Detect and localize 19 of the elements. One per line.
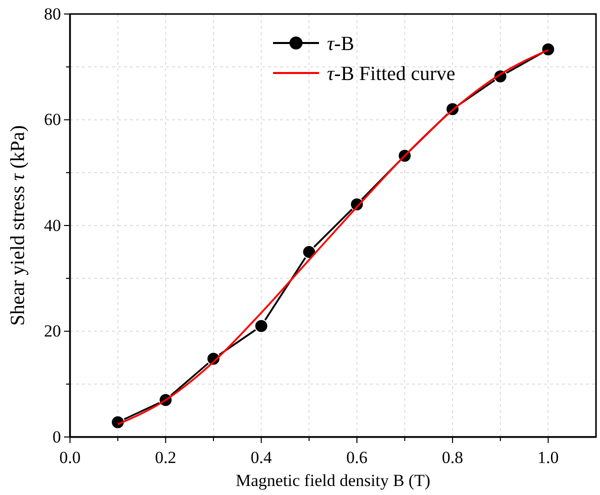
legend-label: τ-B	[327, 33, 354, 55]
y-tick-label: 40	[44, 216, 61, 235]
x-tick-label: 0.0	[59, 448, 81, 467]
x-tick-label: 0.4	[250, 448, 272, 467]
x-tick-label: 0.6	[346, 448, 368, 467]
y-tick-label: 0	[52, 427, 61, 446]
x-tick-label: 0.2	[155, 448, 176, 467]
y-tick-label: 60	[44, 110, 61, 130]
point	[302, 244, 316, 259]
legend-label: τ-B Fitted curve	[327, 63, 456, 85]
point	[254, 318, 268, 333]
x-tick-label: 0.8	[442, 448, 464, 467]
y-tick-label: 80	[44, 4, 61, 24]
point	[541, 42, 556, 56]
y-tick-label: 20	[44, 322, 61, 341]
y-axis-title: Shear yield stress τ (kPa)	[7, 125, 29, 326]
point	[110, 415, 125, 430]
x-tick-label: 1.0	[538, 448, 559, 467]
x-axis-title: Magnetic field density B (T)	[236, 471, 430, 490]
